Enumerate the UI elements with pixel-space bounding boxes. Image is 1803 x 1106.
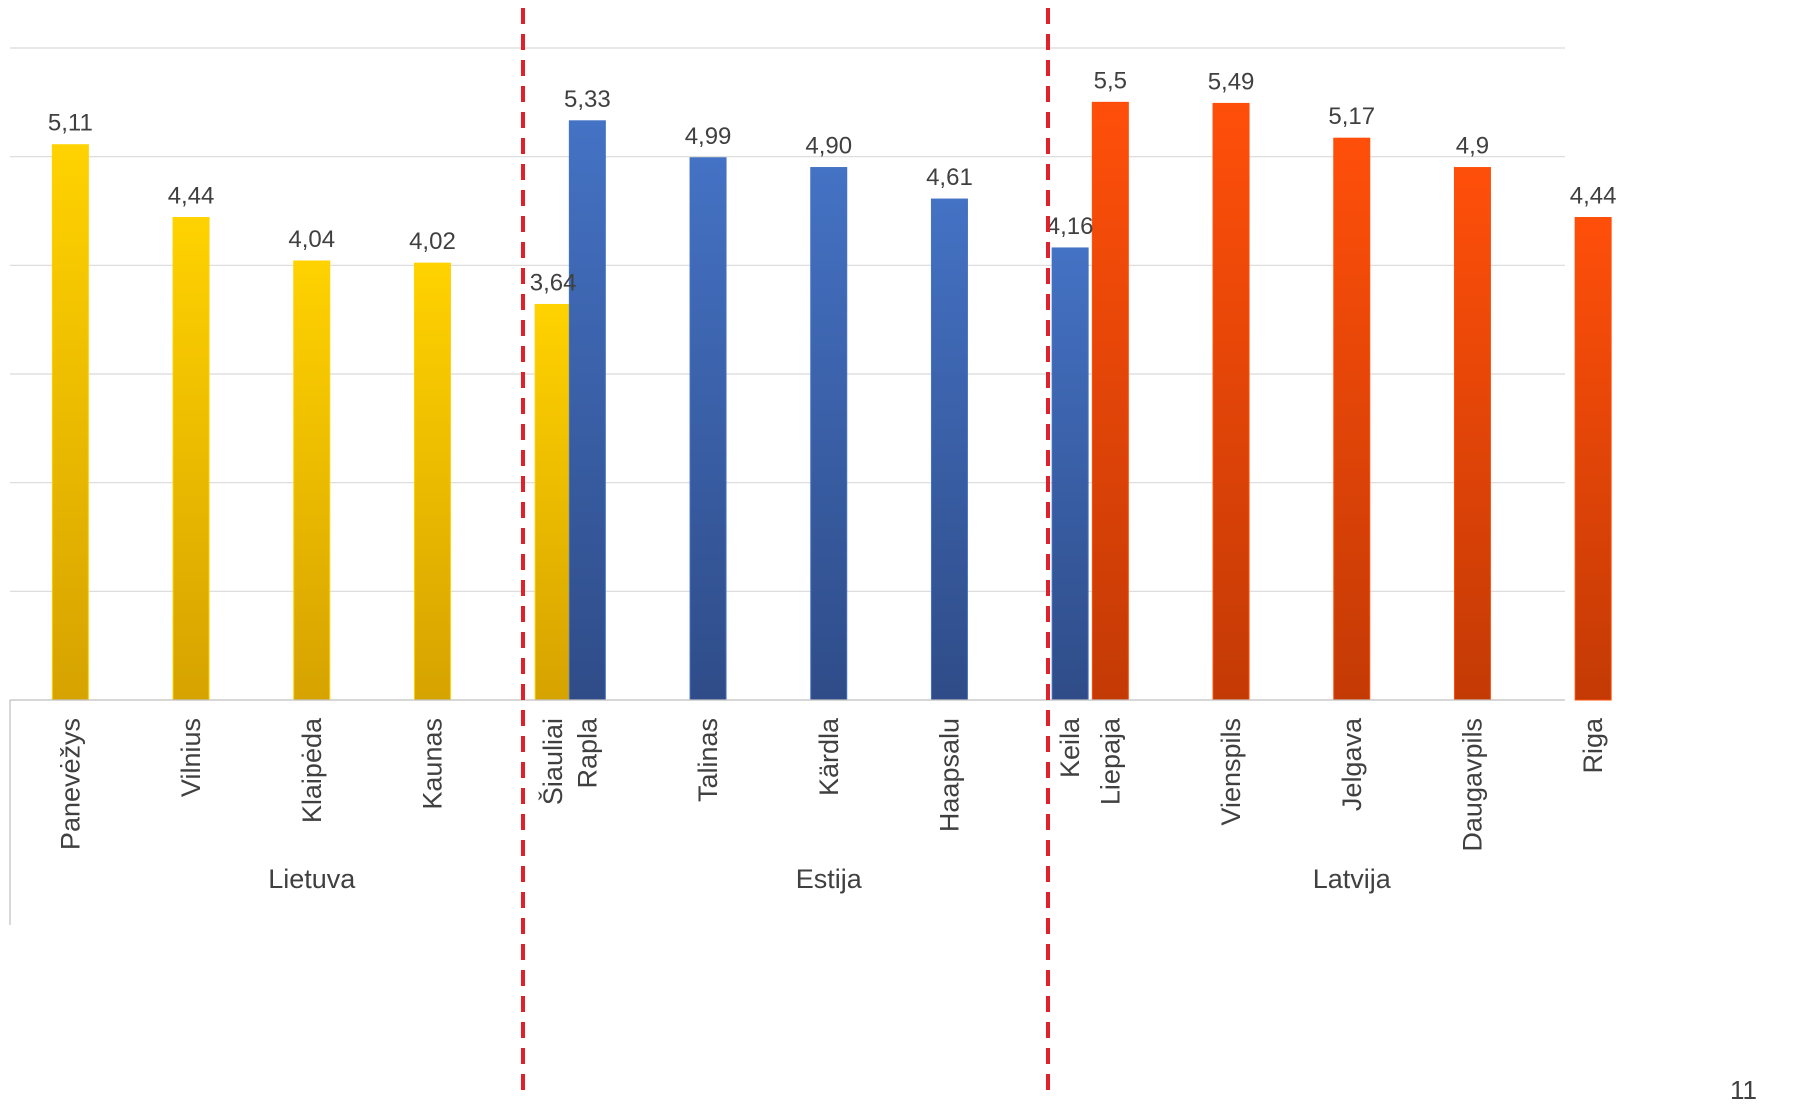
category-label: Daugavpils [1457, 718, 1487, 852]
data-label: 4,02 [409, 228, 456, 255]
data-label: 4,44 [168, 183, 215, 210]
bar [293, 260, 331, 701]
bar [930, 198, 968, 701]
category-label: Kärdla [814, 717, 844, 796]
category-label: Riga [1578, 717, 1608, 774]
data-label: 5,49 [1208, 68, 1255, 95]
category-label: Šiauliai [537, 718, 568, 805]
category-label: Haapsalu [934, 718, 964, 832]
category-label: Kaunas [417, 718, 447, 810]
bars [51, 101, 1612, 701]
data-label: 3,64 [530, 269, 577, 296]
category-label: Vienspils [1216, 718, 1246, 826]
data-label: 5,17 [1328, 103, 1375, 130]
bar [1574, 217, 1612, 701]
bar [534, 303, 572, 701]
value-labels: 5,11 4,44 4,04 4,02 3,64 5,33 4,99 4,90 4,61 4,16… [48, 67, 1617, 296]
category-label: Rapla [572, 717, 602, 789]
category-label: Vilnius [176, 718, 206, 797]
data-label: 4,04 [288, 226, 335, 253]
category-label: Liepaja [1095, 717, 1125, 805]
category-label: Keila [1055, 717, 1085, 778]
bar [172, 217, 210, 701]
bar [689, 157, 727, 701]
category-axis: Panevėžys Vilnius Klaipėda Kaunas Šiauliai Li… [9, 699, 1608, 925]
data-label: 4,90 [805, 133, 852, 160]
data-label: 4,16 [1047, 213, 1094, 240]
bar [1453, 167, 1491, 701]
bar [568, 120, 606, 701]
group-label: Lietuva [268, 864, 356, 894]
data-label: 4,99 [685, 123, 732, 150]
group-label: Latvija [1313, 864, 1392, 894]
category-label: Klaipėda [297, 717, 327, 823]
group-label: Estija [796, 864, 863, 894]
data-label: 5,5 [1094, 67, 1127, 94]
category-label: Jelgava [1337, 717, 1367, 811]
page-number: 11 [1730, 1075, 1757, 1105]
bar [1333, 137, 1371, 701]
bar [1091, 101, 1129, 701]
bar [810, 167, 848, 701]
bar [413, 262, 451, 701]
data-label: 5,33 [564, 86, 611, 113]
bar [1051, 247, 1089, 701]
gridlines [10, 47, 1565, 592]
data-label: 4,44 [1570, 183, 1617, 210]
category-label: Talinas [693, 718, 723, 802]
bar [1212, 102, 1250, 701]
data-label: 4,9 [1456, 133, 1489, 160]
bar [51, 144, 89, 701]
data-label: 4,61 [926, 164, 973, 191]
category-label: Panevėžys [55, 718, 85, 850]
data-label: 5,11 [48, 110, 93, 137]
